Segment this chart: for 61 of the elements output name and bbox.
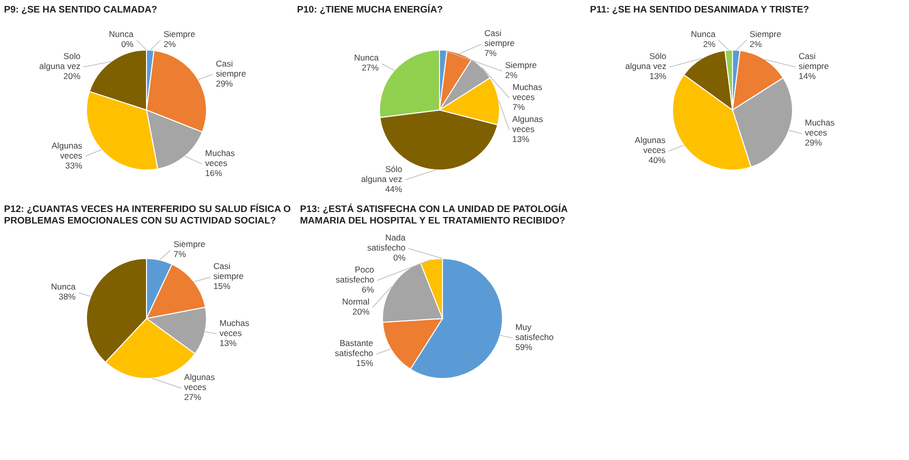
data-label: 7% xyxy=(484,48,498,58)
slice-label: Siempre xyxy=(164,29,196,40)
category-label: Nunca xyxy=(108,29,134,39)
slice-label: Nunca xyxy=(690,29,716,40)
data-label: 2% xyxy=(750,39,762,50)
data-label: 33% xyxy=(65,160,83,170)
text: 0% xyxy=(121,39,134,49)
slice-label: Bastante satisfecho xyxy=(334,338,374,358)
data-label: 2% xyxy=(703,39,716,50)
data-label: 16% xyxy=(205,168,223,178)
data-label: 14% xyxy=(798,71,816,82)
data-label: 6% xyxy=(362,284,375,294)
slice-label: Siempre xyxy=(174,239,206,250)
slice-label: Solo alguna vez xyxy=(39,51,81,71)
data-label: 40% xyxy=(648,155,666,166)
slice-label: Muchas veces xyxy=(804,118,835,138)
slice-label: Sólo alguna vez xyxy=(361,164,402,184)
data-label: 29% xyxy=(804,138,822,148)
data-label: 29% xyxy=(216,78,234,88)
slice-label: Poco satisfecho xyxy=(336,264,374,284)
data-label: 7% xyxy=(512,102,526,112)
data-label: 13% xyxy=(512,134,530,144)
slice-label: Casi siempre xyxy=(484,28,515,48)
slice-label: Siempre xyxy=(505,60,538,70)
slice-label: Muchas veces xyxy=(205,148,235,168)
slice-label: Casi siempre xyxy=(798,51,830,72)
data-label: 13% xyxy=(649,71,667,82)
slice-label: Muy satisfecho xyxy=(515,322,554,342)
chart-title: P10: ¿TIENE MUCHA ENERGÍA? xyxy=(297,4,444,16)
slice-label: Siempre xyxy=(750,29,782,40)
chart-title: P12: ¿CUANTAS VECES HA INTERFERIDO SU SALUD FÍSICA O PROBLEMAS EMOCIONALES CON SU ACTIVIDAD SOCIAL? xyxy=(4,203,291,226)
chart-title: P9: ¿SE HA SENTIDO CALMADA? xyxy=(4,4,158,16)
data-label: 27% xyxy=(184,392,202,402)
category-label: Nada satisfecho xyxy=(367,232,406,252)
data-label: 27% xyxy=(362,62,380,73)
data-label: 20% xyxy=(63,71,81,81)
slice-label: Muchas veces xyxy=(512,82,542,102)
text: 0% xyxy=(393,252,406,262)
slice-label: Nunca xyxy=(51,282,76,292)
data-label: 7% xyxy=(174,249,186,260)
slice-label: Casi siempre xyxy=(213,261,244,282)
data-label: 38% xyxy=(58,292,76,302)
data-label: 13% xyxy=(220,338,237,348)
chart-title: P11: ¿SE HA SENTIDO DESANIMADA Y TRISTE? xyxy=(590,4,810,16)
slice-label: Algunas veces xyxy=(634,135,666,156)
data-label: 44% xyxy=(385,184,403,194)
slice-label: Casi siempre xyxy=(216,58,246,78)
data-label: 15% xyxy=(213,281,231,292)
data-label: 2% xyxy=(164,39,176,50)
chart-title: P13: ¿ESTÁ SATISFECHA CON LA UNIDAD DE PATOLOGÍA MAMARIA DEL HOSPITAL Y EL TRATAMIENTO RECIBIDO? xyxy=(300,203,568,226)
slice-label: Algunas veces xyxy=(512,114,543,134)
slice-label: Normal xyxy=(342,296,370,306)
data-label: 2% xyxy=(505,70,518,80)
data-label: 20% xyxy=(352,306,370,316)
slice-label: Nunca xyxy=(354,52,379,63)
slice-label: Algunas veces xyxy=(52,140,82,160)
slice-label: Muchas veces xyxy=(220,318,250,338)
slice-label: Sólo alguna vez xyxy=(625,51,667,72)
data-label: 15% xyxy=(356,358,374,368)
slice-label: Algunas veces xyxy=(184,372,215,392)
data-label: 59% xyxy=(515,342,533,352)
